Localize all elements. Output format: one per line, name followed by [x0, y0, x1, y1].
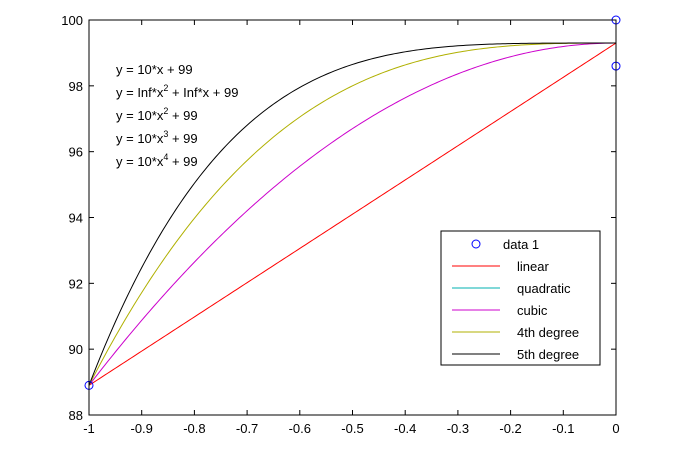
series-line-4th-degree [88, 42, 616, 386]
equation-text: y = Inf*x2 + Inf*x + 99 [116, 83, 238, 100]
axes-box [88, 19, 617, 416]
legend-label-cubic: cubic [517, 303, 548, 318]
y-tick-label: 92 [69, 276, 83, 291]
legend-label-4th-degree: 4th degree [517, 325, 579, 340]
legend-label-data-1: data 1 [503, 237, 539, 252]
equation-annotations: y = 10*x + 99 y = Inf*x2 + Inf*x + 99 y = … [116, 62, 238, 169]
series-lines [88, 42, 617, 386]
x-tick-label: -0.8 [183, 421, 205, 436]
x-tick-label: -0.2 [499, 421, 521, 436]
legend-label-linear: linear [517, 259, 549, 274]
series-line-5th-degree [88, 42, 616, 386]
legend-label-quadratic: quadratic [517, 281, 571, 296]
y-tick-label: 88 [69, 408, 83, 423]
y-tick-label: 98 [69, 79, 83, 94]
x-tick-label: -0.6 [289, 421, 311, 436]
y-tick-label: 94 [69, 211, 83, 226]
x-tick-label: -0.5 [341, 421, 363, 436]
legend-box [440, 230, 601, 366]
equation-text: y = 10*x2 + 99 [116, 106, 198, 123]
x-tick-label: -0.3 [447, 421, 469, 436]
x-tick-label: -0.9 [130, 421, 152, 436]
y-tick-label: 90 [69, 342, 83, 357]
equation-text: y = 10*x + 99 [116, 62, 193, 77]
x-tick-label: -0.7 [236, 421, 258, 436]
equation-text: y = 10*x4 + 99 [116, 152, 198, 169]
axis-ticks: -1 -0.9 -0.8 -0.7 -0.6 -0.5 -0.4 -0.3 -0.2 -0.1 0 8… [61, 13, 619, 436]
x-tick-label: -1 [83, 421, 95, 436]
y-tick-label: 100 [61, 13, 83, 28]
legend-label-5th-degree: 5th degree [517, 347, 579, 362]
series-line-cubic [88, 42, 617, 386]
series-line-linear [88, 42, 617, 386]
legend-marker-data-1 [471, 239, 481, 249]
equation-text: y = 10*x3 + 99 [116, 129, 198, 146]
legend[interactable]: data 1 linear quadratic cubic 4th degree 5th … [440, 230, 601, 366]
x-tick-label: -0.1 [552, 421, 574, 436]
x-tick-label: 0 [612, 421, 619, 436]
y-tick-label: 96 [69, 145, 83, 160]
x-tick-label: -0.4 [394, 421, 416, 436]
